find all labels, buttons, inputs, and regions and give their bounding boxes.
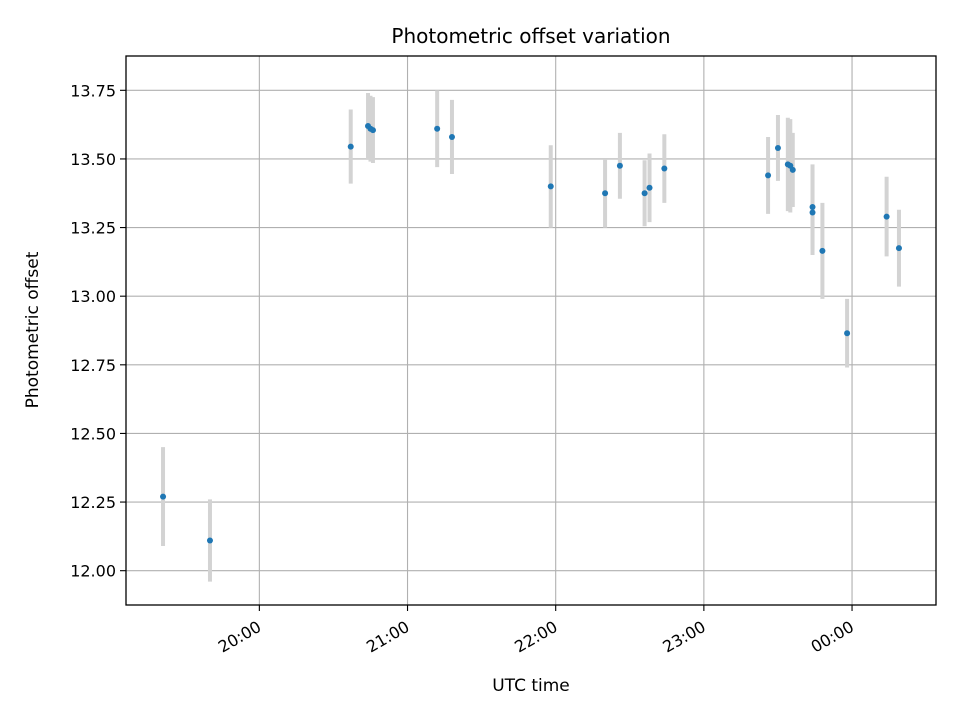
y-tick-label: 13.25 bbox=[70, 219, 116, 238]
y-tick-label: 12.00 bbox=[70, 562, 116, 581]
plot-frame bbox=[125, 55, 937, 606]
data-point bbox=[434, 125, 441, 132]
data-point bbox=[616, 162, 623, 169]
data-point bbox=[547, 183, 554, 190]
y-axis-label: Photometric offset bbox=[23, 251, 43, 408]
data-points bbox=[160, 122, 902, 544]
data-point bbox=[347, 143, 354, 150]
data-point bbox=[844, 330, 851, 337]
data-point bbox=[765, 172, 772, 179]
data-point bbox=[895, 245, 902, 252]
y-tick-label: 12.50 bbox=[70, 424, 116, 443]
data-point bbox=[774, 144, 781, 151]
y-tick-label: 12.25 bbox=[70, 493, 116, 512]
data-point bbox=[641, 190, 648, 197]
data-point bbox=[661, 165, 668, 172]
data-point bbox=[789, 166, 796, 173]
data-point bbox=[369, 127, 376, 134]
data-point bbox=[646, 184, 653, 191]
data-point bbox=[819, 247, 826, 254]
y-tick-label: 13.75 bbox=[70, 81, 116, 100]
chart-title: Photometric offset variation bbox=[391, 24, 670, 48]
x-axis-label: UTC time bbox=[492, 676, 570, 696]
data-point bbox=[883, 213, 890, 220]
data-point bbox=[160, 493, 167, 500]
data-point bbox=[448, 133, 455, 140]
y-tick-label: 12.75 bbox=[70, 356, 116, 375]
y-axis-ticks: 12.00 12.25 12.50 12.75 13.00 13.25 13.50 13.75 bbox=[70, 81, 126, 581]
data-point bbox=[809, 203, 816, 210]
data-point bbox=[206, 537, 213, 544]
y-tick-label: 13.50 bbox=[70, 150, 116, 169]
grid bbox=[126, 56, 936, 605]
y-tick-label: 13.00 bbox=[70, 287, 116, 306]
data-point bbox=[809, 209, 816, 216]
data-point bbox=[602, 190, 609, 197]
